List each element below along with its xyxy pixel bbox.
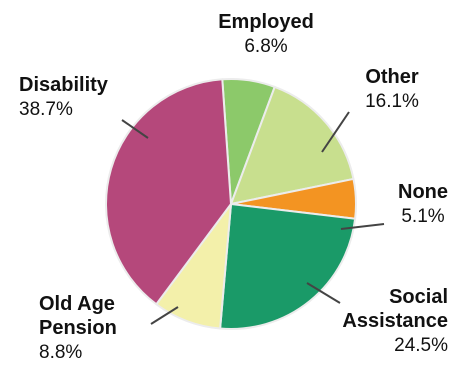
slice-name-label-old-age-pension-2: Pension — [39, 317, 117, 339]
pie-slice-disability — [105, 78, 232, 306]
pie-slice-social-assistance — [219, 203, 357, 330]
leader-lines — [121, 111, 385, 325]
slice-labels: Employed 6.8% Other 16.1% None 5.1% SocialAssi… — [19, 11, 448, 363]
slice-name-label-disability: Disability — [19, 74, 109, 96]
slice-name-label-employed: Employed — [218, 11, 314, 33]
slice-name-label-other: Other — [365, 66, 419, 88]
slice-value-label-social-assistance: 24.5% — [394, 335, 448, 356]
leader-line-none — [340, 223, 385, 230]
leader-line-old-age-pension — [150, 306, 179, 325]
slice-name-label-social-assistance-2: Assistance — [342, 310, 448, 332]
slice-value-label-old-age-pension: 8.8% — [39, 342, 82, 363]
slice-value-label-disability: 38.7% — [19, 99, 73, 120]
leader-line-other — [321, 111, 350, 153]
leader-line-social-assistance — [306, 282, 341, 304]
slice-value-label-none: 5.1% — [401, 206, 444, 227]
slice-name-label-old-age-pension-1: Old Age — [39, 293, 115, 315]
pie-slices — [105, 78, 357, 330]
slice-value-label-employed: 6.8% — [244, 36, 287, 57]
slice-value-label-other: 16.1% — [365, 91, 419, 112]
pie-slice-other — [230, 85, 355, 205]
slice-name-label-none: None — [398, 181, 448, 203]
leader-line-disability — [121, 119, 149, 139]
slice-name-label-social-assistance-1: Social — [389, 286, 448, 308]
